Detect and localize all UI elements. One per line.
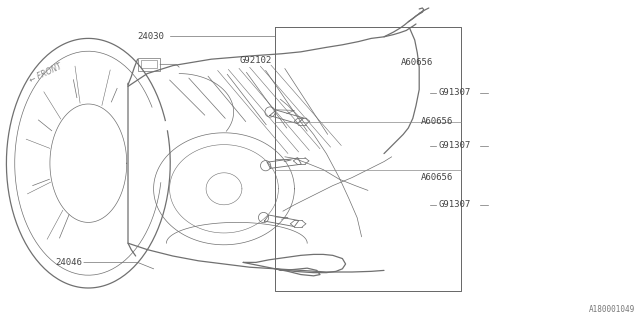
Text: A60656: A60656 [420, 173, 452, 182]
Text: G92102: G92102 [240, 56, 272, 65]
Text: A60656: A60656 [401, 58, 433, 67]
Text: A180001049: A180001049 [589, 305, 635, 314]
Text: ← FRONT: ← FRONT [28, 61, 64, 84]
Bar [141, 60, 157, 68]
Text: G91307: G91307 [438, 200, 470, 209]
Text: G91307: G91307 [438, 88, 470, 97]
Bar [138, 58, 160, 71]
Text: 24030: 24030 [138, 32, 164, 41]
Text: 24046: 24046 [55, 258, 82, 267]
Text: A60656: A60656 [420, 117, 452, 126]
Text: G91307: G91307 [438, 141, 470, 150]
